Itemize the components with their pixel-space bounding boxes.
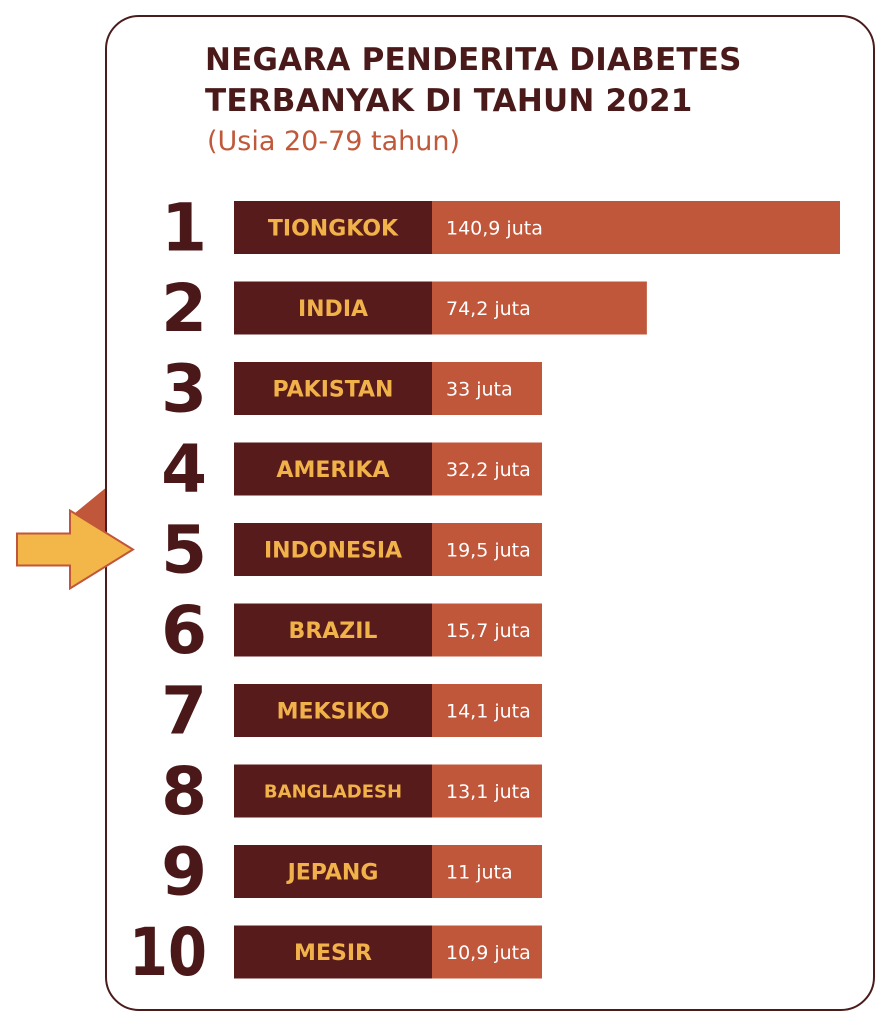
value-label: 10,9 juta bbox=[446, 942, 531, 964]
chart-rows: 1 TIONGKOK 140,9 juta 2 INDIA 74,2 juta 3 PAKIS… bbox=[129, 190, 840, 991]
rank-number: 4 bbox=[161, 431, 207, 508]
value-bar bbox=[432, 925, 542, 979]
value-label: 15,7 juta bbox=[446, 620, 531, 642]
value-bar bbox=[432, 764, 542, 818]
rank-number: 2 bbox=[161, 270, 207, 347]
country-label-box bbox=[234, 764, 432, 818]
value-bar bbox=[432, 845, 542, 898]
country-label-box bbox=[234, 281, 432, 335]
value-label: 13,1 juta bbox=[446, 781, 531, 803]
chart-title-line-2: TERBANYAK DI TAHUN 2021 bbox=[205, 83, 693, 119]
rank-number: 5 bbox=[161, 512, 207, 589]
country-label-box bbox=[234, 523, 432, 576]
country-label: PAKISTAN bbox=[273, 377, 394, 402]
value-label: 11 juta bbox=[446, 862, 513, 884]
arrow-right-icon bbox=[16, 488, 135, 591]
country-label: MEKSIKO bbox=[277, 699, 390, 724]
chart-title: NEGARA PENDERITA DIABETES TERBANYAK DI T… bbox=[205, 40, 845, 122]
chart-title-line-1: NEGARA PENDERITA DIABETES bbox=[205, 42, 742, 78]
rank-number: 8 bbox=[161, 753, 207, 830]
value-bar bbox=[432, 442, 542, 496]
rank-number: 1 bbox=[161, 190, 207, 267]
rank-number: 10 bbox=[129, 914, 207, 991]
country-label: BRAZIL bbox=[289, 619, 378, 644]
arrow-shadow-shape bbox=[72, 488, 105, 534]
value-bar bbox=[432, 362, 542, 415]
country-label: BANGLADESH bbox=[264, 781, 402, 802]
chart-row: 9 JEPANG 11 juta bbox=[161, 834, 542, 911]
chart-row: 8 BANGLADESH 13,1 juta bbox=[161, 753, 542, 830]
country-label: TIONGKOK bbox=[268, 216, 399, 241]
country-label-box bbox=[234, 201, 432, 254]
chart-row: 1 TIONGKOK 140,9 juta bbox=[161, 190, 840, 267]
country-label: MESIR bbox=[294, 941, 372, 966]
value-bar bbox=[432, 523, 542, 576]
chart-subtitle: (Usia 20-79 tahun) bbox=[207, 126, 461, 157]
value-bar bbox=[432, 201, 840, 254]
value-label: 14,1 juta bbox=[446, 701, 531, 723]
value-label: 74,2 juta bbox=[446, 298, 531, 320]
country-label-box bbox=[234, 925, 432, 979]
value-label: 140,9 juta bbox=[446, 218, 543, 240]
chart-row: 5 INDONESIA 19,5 juta bbox=[161, 512, 542, 589]
country-label: JEPANG bbox=[286, 860, 379, 885]
value-label: 19,5 juta bbox=[446, 540, 531, 562]
value-bar bbox=[432, 603, 542, 657]
rank-number: 6 bbox=[161, 592, 207, 669]
chart-row: 7 MEKSIKO 14,1 juta bbox=[161, 673, 542, 750]
value-label: 32,2 juta bbox=[446, 459, 531, 481]
arrow-shape bbox=[16, 508, 135, 591]
value-bar bbox=[432, 281, 647, 335]
value-bar bbox=[432, 684, 542, 737]
chart-row: 10 MESIR 10,9 juta bbox=[129, 914, 542, 991]
value-label: 33 juta bbox=[446, 379, 513, 401]
chart-row: 3 PAKISTAN 33 juta bbox=[161, 351, 542, 428]
country-label: INDONESIA bbox=[264, 538, 402, 563]
country-label-box bbox=[234, 684, 432, 737]
chart-row: 6 BRAZIL 15,7 juta bbox=[161, 592, 542, 669]
country-label-box bbox=[234, 845, 432, 898]
country-label-box bbox=[234, 603, 432, 657]
country-label: AMERIKA bbox=[276, 458, 389, 483]
rank-number: 7 bbox=[161, 673, 207, 750]
rank-number: 9 bbox=[161, 834, 207, 911]
chart-row: 4 AMERIKA 32,2 juta bbox=[161, 431, 542, 508]
country-label-box bbox=[234, 442, 432, 496]
country-label-box bbox=[234, 362, 432, 415]
rank-number: 3 bbox=[161, 351, 207, 428]
chart-row: 2 INDIA 74,2 juta bbox=[161, 270, 647, 347]
country-label: INDIA bbox=[298, 297, 368, 322]
